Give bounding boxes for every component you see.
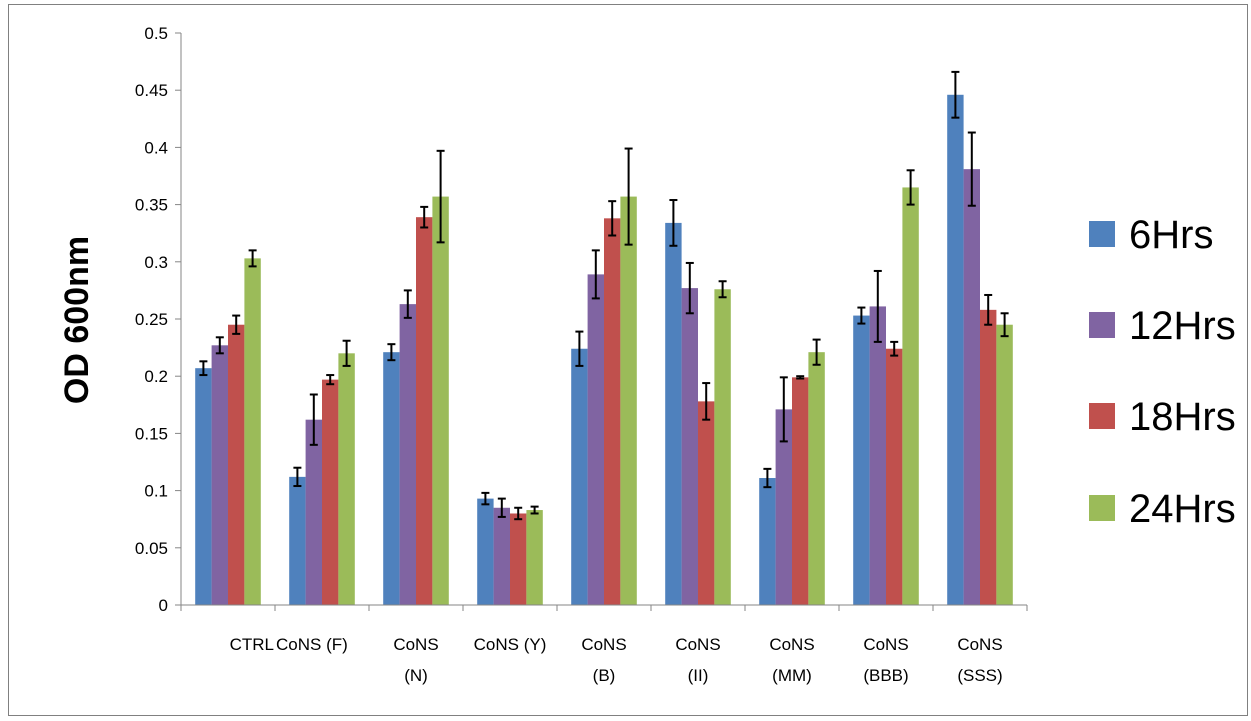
bar (886, 348, 903, 605)
bars-layer (195, 94, 1013, 605)
y-tick-label: 0.3 (144, 253, 168, 272)
y-axis-title: OD 600nm (58, 236, 96, 404)
bar (681, 288, 698, 605)
x-tick-label: CoNS (675, 635, 720, 654)
legend-label: 24Hrs (1129, 487, 1236, 531)
y-tick-label: 0 (159, 596, 168, 615)
y-tick-label: 0.35 (135, 196, 168, 215)
legend: 6Hrs 12Hrs 18Hrs 24Hrs (1089, 213, 1236, 531)
bar (902, 187, 919, 605)
x-tick-label: CoNS (957, 635, 1002, 654)
bar (305, 419, 322, 605)
bar (665, 222, 682, 605)
bar (244, 258, 261, 605)
bar (775, 409, 792, 605)
x-tick-label: (N) (404, 666, 428, 685)
y-tick-label: 0.45 (135, 81, 168, 100)
legend-swatch (1089, 221, 1115, 247)
y-tick-label: 0.05 (135, 539, 168, 558)
legend-swatch (1089, 403, 1115, 429)
bar (399, 304, 416, 605)
bar (510, 513, 527, 605)
bar (604, 218, 621, 605)
legend-label: 18Hrs (1129, 395, 1236, 439)
legend-swatch (1089, 312, 1115, 338)
bar (759, 478, 776, 605)
bar (792, 377, 809, 605)
bar (383, 352, 400, 605)
bar (853, 315, 870, 605)
bar (963, 169, 980, 605)
legend-item: 12Hrs (1089, 304, 1236, 348)
bar (587, 274, 604, 605)
legend-item: 24Hrs (1089, 487, 1236, 531)
x-tick-label: CoNS (581, 635, 626, 654)
bar (228, 324, 245, 605)
x-tick-label: (MM) (772, 666, 812, 685)
legend-label: 12Hrs (1129, 304, 1236, 348)
x-tick-label: (SSS) (957, 666, 1002, 685)
bar (322, 379, 339, 605)
bar (947, 94, 964, 605)
bar (432, 196, 449, 605)
bar (869, 306, 886, 605)
bar (493, 507, 510, 605)
legend-label: 6Hrs (1129, 213, 1213, 257)
x-tick-label: CoNS (769, 635, 814, 654)
bar (714, 289, 731, 605)
y-tick-label: 0.25 (135, 310, 168, 329)
y-tick-label: 0.4 (144, 138, 168, 157)
bar (338, 353, 355, 605)
y-tick-label: 0.5 (144, 24, 168, 43)
x-tick-label: CTRL (230, 635, 274, 654)
bar (195, 368, 212, 605)
bar (620, 196, 637, 605)
bar (211, 345, 228, 605)
bar (996, 324, 1013, 605)
x-tick-label: CoNS (393, 635, 438, 654)
x-tick-label: CoNS (F) (276, 635, 348, 654)
y-tick-label: 0.2 (144, 367, 168, 386)
bar (571, 348, 588, 605)
x-tick-label: (B) (593, 666, 616, 685)
bar (808, 352, 825, 605)
y-tick-label: 0.15 (135, 424, 168, 443)
bar (980, 309, 997, 605)
legend-swatch (1089, 495, 1115, 521)
x-tick-label: (BBB) (863, 666, 908, 685)
x-tick-label: CoNS (Y) (474, 635, 547, 654)
axes-layer: 0 0.05 0.1 0.15 0.2 0.25 0.3 0.35 0.4 0.45 0.5 CTRL… (135, 24, 1028, 685)
legend-item: 6Hrs (1089, 213, 1213, 257)
error-bars-layer (199, 70, 1009, 521)
bar (416, 217, 433, 605)
bar (477, 498, 494, 605)
bar (289, 476, 306, 605)
x-tick-label: (II) (688, 666, 709, 685)
legend-item: 18Hrs (1089, 395, 1236, 439)
x-tick-label: CoNS (863, 635, 908, 654)
bar (698, 401, 715, 605)
y-tick-label: 0.1 (144, 482, 168, 501)
bar (526, 510, 543, 605)
